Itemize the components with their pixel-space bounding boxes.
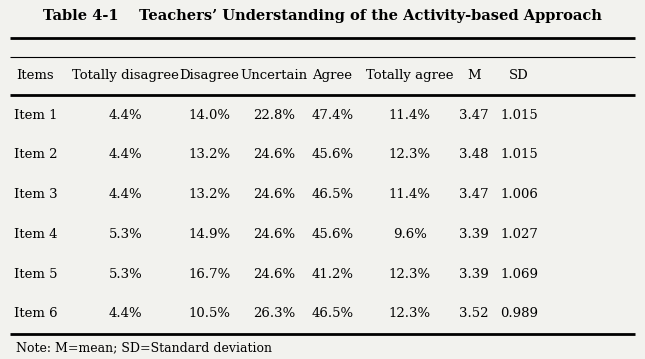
Text: Uncertain: Uncertain xyxy=(241,69,308,82)
Text: 22.8%: 22.8% xyxy=(253,108,295,122)
Text: 0.989: 0.989 xyxy=(501,307,538,321)
Text: 5.3%: 5.3% xyxy=(109,228,143,241)
Text: 24.6%: 24.6% xyxy=(253,188,295,201)
Text: 24.6%: 24.6% xyxy=(253,228,295,241)
Text: Item 3: Item 3 xyxy=(14,188,57,201)
Text: 24.6%: 24.6% xyxy=(253,268,295,281)
Text: 14.9%: 14.9% xyxy=(188,228,231,241)
Text: 3.47: 3.47 xyxy=(459,108,489,122)
Text: Items: Items xyxy=(17,69,54,82)
Text: 3.47: 3.47 xyxy=(459,188,489,201)
Text: 24.6%: 24.6% xyxy=(253,148,295,161)
Text: 10.5%: 10.5% xyxy=(188,307,231,321)
Text: 1.015: 1.015 xyxy=(501,108,538,122)
Text: 3.39: 3.39 xyxy=(459,268,489,281)
Text: 4.4%: 4.4% xyxy=(109,148,143,161)
Text: 41.2%: 41.2% xyxy=(311,268,353,281)
Text: 46.5%: 46.5% xyxy=(311,188,353,201)
Text: Note: M=mean; SD=Standard deviation: Note: M=mean; SD=Standard deviation xyxy=(16,342,272,355)
Text: M: M xyxy=(467,69,481,82)
Text: 4.4%: 4.4% xyxy=(109,307,143,321)
Text: Totally agree: Totally agree xyxy=(366,69,453,82)
Text: Totally disagree: Totally disagree xyxy=(72,69,179,82)
Text: 1.006: 1.006 xyxy=(501,188,538,201)
Text: 11.4%: 11.4% xyxy=(388,188,431,201)
Text: Item 6: Item 6 xyxy=(14,307,57,321)
Text: 9.6%: 9.6% xyxy=(393,228,426,241)
Text: 46.5%: 46.5% xyxy=(311,307,353,321)
Text: 47.4%: 47.4% xyxy=(311,108,353,122)
Text: 11.4%: 11.4% xyxy=(388,108,431,122)
Text: 3.48: 3.48 xyxy=(459,148,489,161)
Text: Disagree: Disagree xyxy=(180,69,239,82)
Text: 1.015: 1.015 xyxy=(501,148,538,161)
Text: 12.3%: 12.3% xyxy=(388,307,431,321)
Text: 3.52: 3.52 xyxy=(459,307,489,321)
Text: 4.4%: 4.4% xyxy=(109,108,143,122)
Text: 45.6%: 45.6% xyxy=(311,228,353,241)
Text: 14.0%: 14.0% xyxy=(188,108,231,122)
Text: Item 5: Item 5 xyxy=(14,268,57,281)
Text: 5.3%: 5.3% xyxy=(109,268,143,281)
Text: 13.2%: 13.2% xyxy=(188,148,231,161)
Text: 12.3%: 12.3% xyxy=(388,148,431,161)
Text: SD: SD xyxy=(510,69,529,82)
Text: 3.39: 3.39 xyxy=(459,228,489,241)
Text: Table 4-1    Teachers’ Understanding of the Activity-based Approach: Table 4-1 Teachers’ Understanding of the… xyxy=(43,9,602,23)
Text: Item 2: Item 2 xyxy=(14,148,57,161)
Text: 12.3%: 12.3% xyxy=(388,268,431,281)
Text: Item 4: Item 4 xyxy=(14,228,57,241)
Text: 4.4%: 4.4% xyxy=(109,188,143,201)
Text: 16.7%: 16.7% xyxy=(188,268,231,281)
Text: Agree: Agree xyxy=(312,69,352,82)
Text: 45.6%: 45.6% xyxy=(311,148,353,161)
Text: 1.069: 1.069 xyxy=(501,268,538,281)
Text: 1.027: 1.027 xyxy=(501,228,538,241)
Text: 26.3%: 26.3% xyxy=(253,307,295,321)
Text: Item 1: Item 1 xyxy=(14,108,57,122)
Text: 13.2%: 13.2% xyxy=(188,188,231,201)
